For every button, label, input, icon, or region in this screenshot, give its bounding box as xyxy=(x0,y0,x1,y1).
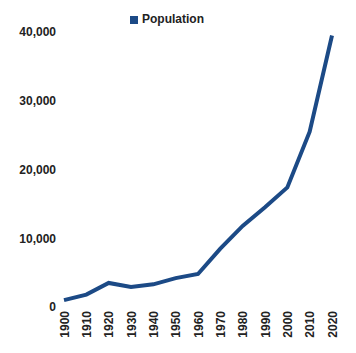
html-text:Population: Population xyxy=(142,12,204,26)
svg-text:20,000: 20,000 xyxy=(19,163,56,177)
svg-text:1920: 1920 xyxy=(102,311,116,338)
svg-text:1980: 1980 xyxy=(236,311,250,338)
svg-text:1930: 1930 xyxy=(125,311,139,338)
svg-text:40,000: 40,000 xyxy=(19,25,56,39)
svg-text:1900: 1900 xyxy=(58,311,72,338)
svg-text:2020: 2020 xyxy=(326,311,340,338)
svg-text:1960: 1960 xyxy=(192,311,206,338)
svg-text:2000: 2000 xyxy=(281,311,295,338)
svg-text:1990: 1990 xyxy=(259,311,273,338)
svg-text:30,000: 30,000 xyxy=(19,94,56,108)
svg-text:1970: 1970 xyxy=(214,311,228,338)
svg-text:10,000: 10,000 xyxy=(19,232,56,246)
svg-text:0: 0 xyxy=(49,300,56,314)
svg-text:1940: 1940 xyxy=(147,311,161,338)
svg-text:1950: 1950 xyxy=(169,311,183,338)
svg-text:1910: 1910 xyxy=(80,311,94,338)
svg-text:2010: 2010 xyxy=(303,311,317,338)
